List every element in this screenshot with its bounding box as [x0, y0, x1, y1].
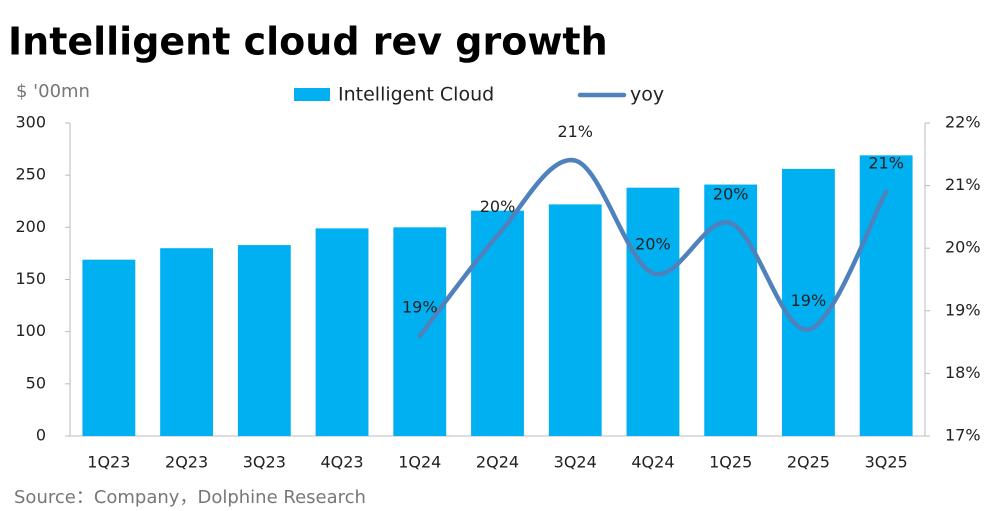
y-tick-label: 150	[15, 269, 46, 288]
x-tick-label: 1Q25	[709, 453, 752, 472]
chart-title: Intelligent cloud rev growth	[8, 20, 608, 64]
y-axis-label: $ '00mn	[16, 81, 90, 102]
y-tick-label: 100	[15, 321, 46, 340]
y2-tick-label: 18%	[945, 363, 981, 382]
y-tick-label: 0	[36, 426, 46, 445]
legend-label: Intelligent Cloud	[338, 84, 494, 106]
data-label: 20%	[635, 235, 671, 254]
x-tick-label: 2Q24	[476, 453, 519, 472]
x-tick-label: 4Q24	[631, 453, 674, 472]
source: Source：Company，Dolphine Research	[14, 487, 366, 508]
y-tick-label: 250	[15, 165, 46, 184]
y2-tick-label: 21%	[945, 175, 981, 194]
x-tick-label: 2Q25	[787, 453, 830, 472]
bar	[237, 245, 291, 436]
data-label: 20%	[713, 185, 749, 204]
x-tick-label: 3Q24	[554, 453, 597, 472]
bar	[781, 168, 835, 436]
data-label: 19%	[402, 297, 438, 316]
y2-tick-label: 19%	[945, 300, 981, 319]
bar	[315, 228, 369, 436]
bar	[160, 248, 214, 436]
y2-tick-label: 22%	[945, 113, 981, 132]
bar	[471, 210, 524, 436]
line	[417, 157, 889, 339]
x-tick-label: 1Q24	[398, 453, 441, 472]
data-label: 19%	[791, 291, 827, 310]
data-label: 21%	[557, 122, 593, 141]
y-tick-label: 300	[15, 113, 46, 132]
data-label: 21%	[868, 153, 904, 172]
bar	[626, 187, 680, 436]
y-tick-label: 50	[26, 373, 46, 392]
x-tick-label: 1Q23	[87, 453, 130, 472]
x-tick-label: 2Q23	[165, 453, 208, 472]
y2-tick-label: 20%	[945, 238, 981, 257]
y2-tick-label: 17%	[945, 426, 981, 445]
y-tick-label: 200	[15, 217, 46, 236]
bar	[393, 227, 447, 436]
x-tick-label: 3Q23	[243, 453, 286, 472]
bar	[548, 204, 602, 436]
bar	[859, 155, 913, 437]
x-tick-label: 4Q23	[320, 453, 363, 472]
data-label: 20%	[480, 197, 516, 216]
x-tick-label: 3Q25	[865, 453, 908, 472]
legend-swatch	[294, 88, 330, 101]
legend-label: yoy	[630, 84, 664, 106]
bar	[82, 259, 136, 436]
